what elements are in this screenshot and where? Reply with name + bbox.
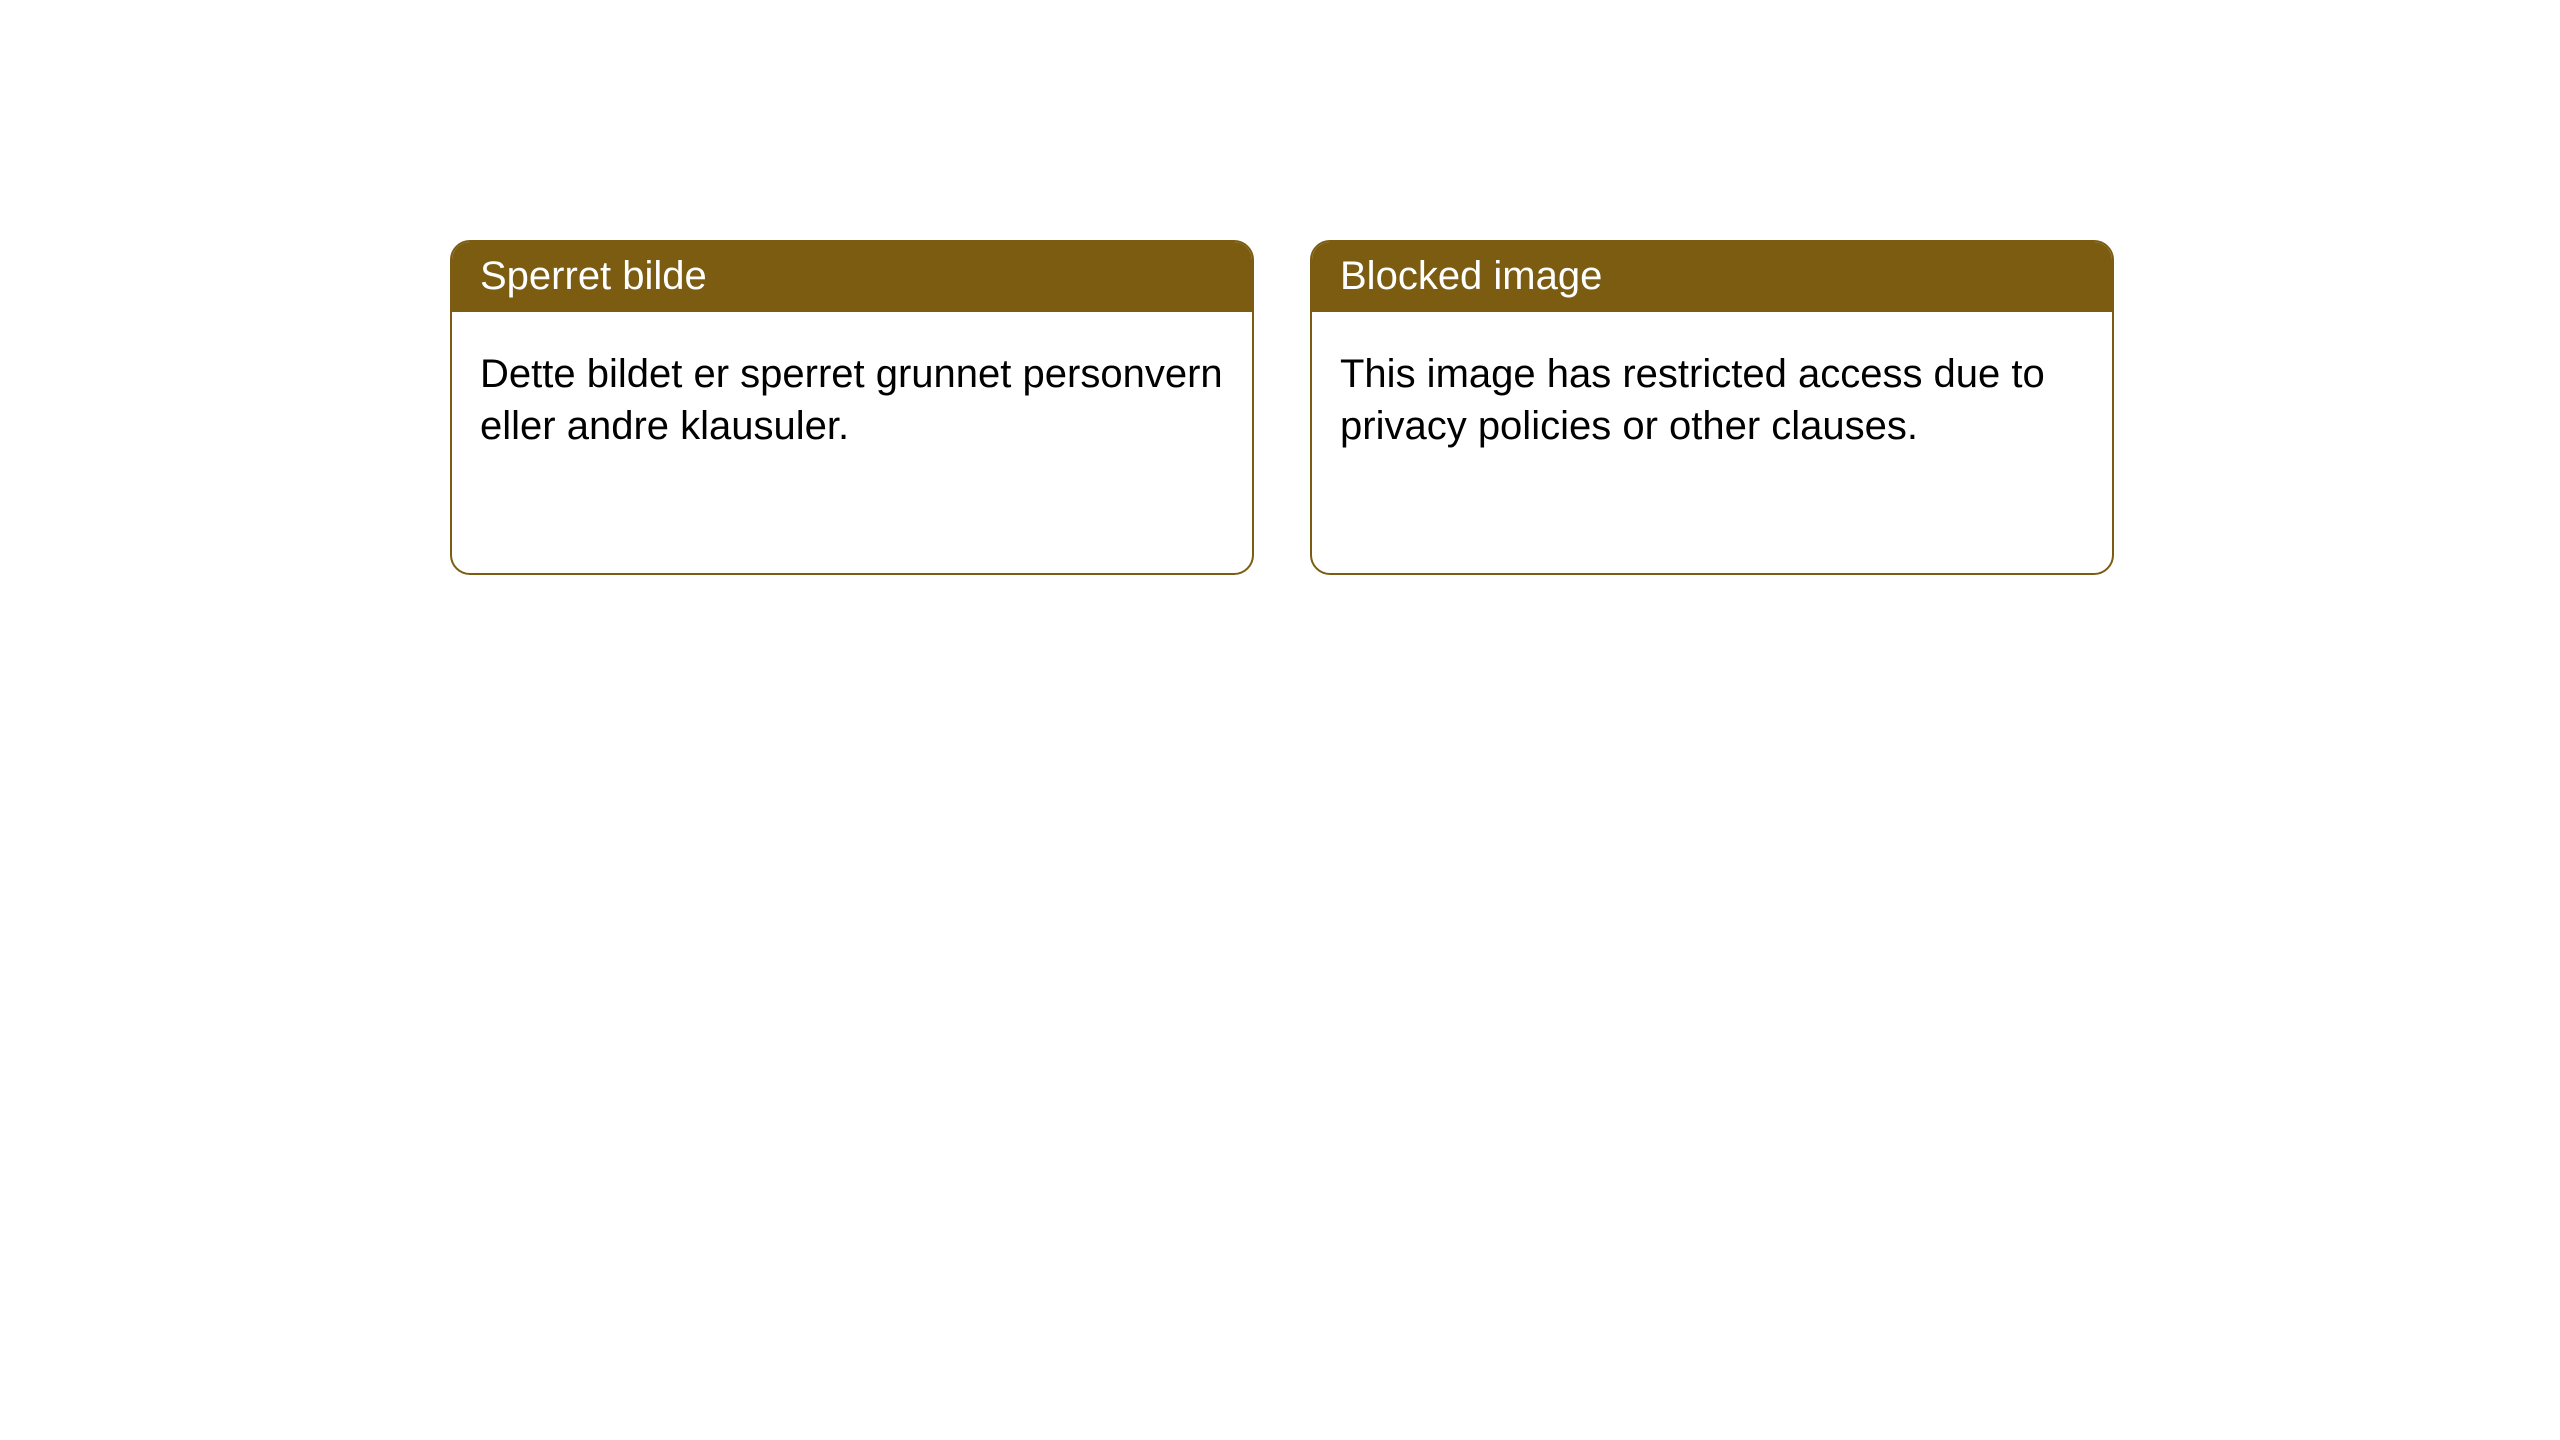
notice-title: Blocked image bbox=[1312, 242, 2112, 312]
notice-box-english: Blocked image This image has restricted … bbox=[1310, 240, 2114, 575]
notice-title: Sperret bilde bbox=[452, 242, 1252, 312]
notice-body: This image has restricted access due to … bbox=[1312, 312, 2112, 472]
notices-container: Sperret bilde Dette bildet er sperret gr… bbox=[0, 0, 2560, 575]
notice-body: Dette bildet er sperret grunnet personve… bbox=[452, 312, 1252, 472]
notice-box-norwegian: Sperret bilde Dette bildet er sperret gr… bbox=[450, 240, 1254, 575]
